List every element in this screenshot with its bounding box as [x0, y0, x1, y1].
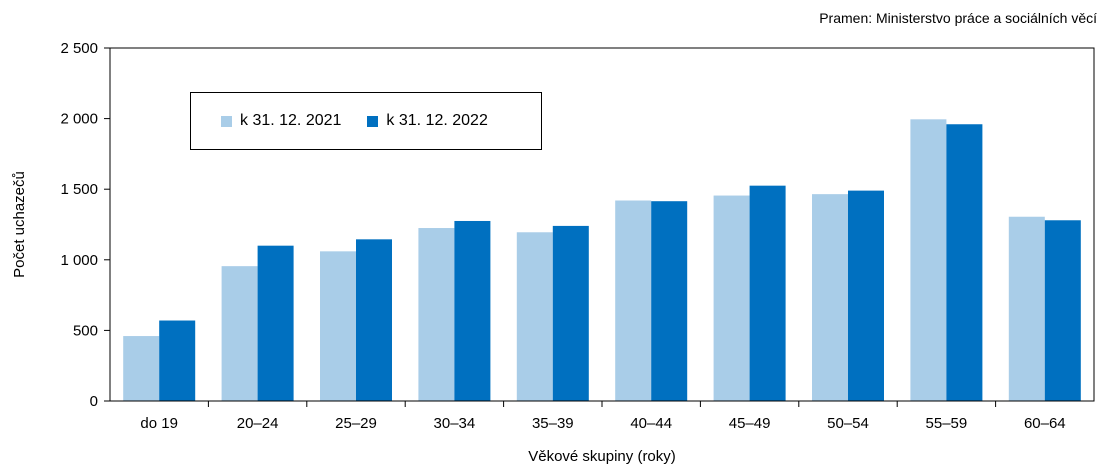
x-tick-label: 45–49 — [729, 415, 771, 432]
y-tick-label: 1 500 — [60, 181, 98, 198]
bar — [516, 232, 553, 401]
bar — [454, 220, 491, 401]
bar — [257, 245, 294, 401]
bar — [812, 194, 848, 401]
y-tick-label: 2 000 — [60, 111, 98, 128]
y-tick-label: 1 000 — [60, 252, 98, 269]
x-tick-label: 60–64 — [1024, 415, 1066, 432]
legend-label-2022: k 31. 12. 2022 — [386, 112, 488, 129]
x-tick-label: 35–39 — [532, 415, 574, 432]
legend-swatch-2022 — [367, 115, 379, 127]
legend-item-2022: k 31. 12. 2022 — [367, 112, 488, 130]
bar — [848, 190, 884, 401]
bar — [418, 228, 455, 401]
bar — [713, 195, 750, 401]
x-tick-label: 50–54 — [827, 415, 869, 432]
y-tick-label: 0 — [90, 393, 98, 410]
x-tick-label: do 19 — [140, 415, 178, 432]
bar — [651, 201, 688, 401]
bar — [221, 266, 258, 401]
bar — [946, 124, 983, 402]
y-tick-label: 2 500 — [60, 40, 98, 57]
legend-label-2021: k 31. 12. 2021 — [240, 112, 342, 129]
x-tick-label: 55–59 — [926, 415, 968, 432]
bar — [159, 320, 196, 401]
x-tick-label: 20–24 — [237, 415, 279, 432]
bar — [1044, 220, 1081, 401]
bar — [320, 251, 356, 401]
legend-swatch-2021 — [221, 115, 232, 127]
bar — [749, 185, 786, 401]
x-tick-label: 30–34 — [434, 415, 476, 432]
y-axis-title: Počet uchazečů — [11, 171, 28, 278]
x-axis-title: Věkové skupiny (roky) — [528, 448, 676, 465]
x-tick-label: 40–44 — [630, 415, 672, 432]
bar — [1008, 216, 1045, 401]
y-tick-label: 500 — [73, 322, 98, 339]
bar — [615, 200, 652, 401]
bar — [123, 336, 160, 401]
legend: k 31. 12. 2021 k 31. 12. 2022 — [190, 92, 542, 150]
bar — [910, 119, 947, 401]
source-note: Pramen: Ministerstvo práce a sociálních … — [819, 10, 1097, 26]
x-tick-label: 25–29 — [335, 415, 377, 432]
bar — [356, 239, 392, 401]
bar — [552, 225, 589, 401]
legend-item-2021: k 31. 12. 2021 — [221, 112, 341, 130]
